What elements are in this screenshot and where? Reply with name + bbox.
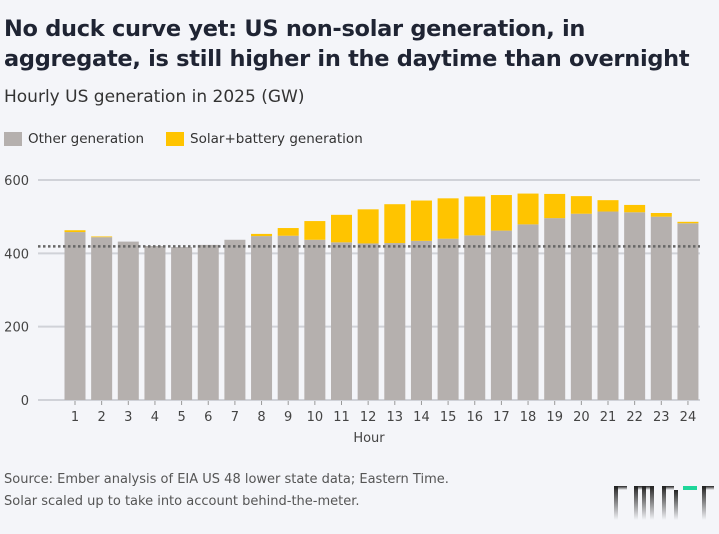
- bar-solar: [251, 233, 273, 237]
- bar-solar: [517, 193, 539, 225]
- bar-other: [224, 239, 246, 400]
- x-tick-label: 24: [680, 410, 697, 425]
- chart-subtitle: Hourly US generation in 2025 (GW): [4, 87, 305, 107]
- source-line-2: Solar scaled up to take into account beh…: [4, 494, 360, 509]
- legend-label-other: Other generation: [28, 131, 145, 147]
- chart-title: No duck curve yet: US non-solar generati…: [4, 16, 690, 72]
- source-line-1: Source: Ember analysis of EIA US 48 lowe…: [4, 472, 449, 487]
- x-axis-label: Hour: [353, 431, 385, 446]
- x-tick-label: 16: [466, 410, 483, 425]
- x-tick-label: 23: [653, 410, 670, 425]
- bar-solar: [490, 195, 512, 231]
- bar-other: [624, 212, 646, 400]
- bar-solar: [384, 204, 406, 244]
- source-note: Source: Ember analysis of EIA US 48 lowe…: [4, 469, 449, 513]
- bar-solar: [624, 204, 646, 213]
- bar-solar: [357, 209, 379, 244]
- bar-other: [277, 235, 299, 400]
- bar-other: [251, 236, 273, 400]
- x-tick-label: 9: [284, 410, 292, 425]
- bar-solar: [570, 196, 592, 214]
- x-tick-label: 13: [387, 410, 404, 425]
- bar-other: [490, 230, 512, 400]
- bar-other: [357, 243, 379, 400]
- x-tick-label: 8: [257, 410, 265, 425]
- x-tick-label: 11: [333, 410, 350, 425]
- bar-other: [437, 238, 459, 400]
- bar-other: [331, 242, 352, 400]
- bar-other: [410, 240, 432, 400]
- bar-solar: [597, 200, 619, 212]
- bar-other: [304, 239, 326, 400]
- bar-solar: [677, 221, 699, 224]
- bar-solar: [650, 213, 672, 217]
- bar-solar: [410, 200, 432, 241]
- bar-other: [197, 244, 219, 400]
- x-tick-label: 2: [98, 410, 106, 425]
- x-tick-label: 17: [493, 410, 510, 425]
- x-tick-label: 14: [413, 410, 430, 425]
- y-tick-label: 200: [4, 321, 29, 336]
- legend-item-other: Other generation: [4, 131, 144, 147]
- legend: Other generation Solar+battery generatio…: [4, 131, 363, 147]
- bar-solar: [304, 221, 326, 240]
- bar-solar: [91, 236, 113, 238]
- ember-logo: [614, 486, 714, 520]
- x-tick-label: 20: [573, 410, 590, 425]
- bar-solar: [277, 228, 299, 236]
- bar-other: [464, 235, 486, 400]
- bar-other: [597, 211, 619, 400]
- y-tick-label: 400: [4, 247, 29, 262]
- bar-other: [517, 224, 539, 400]
- x-tick-label: 10: [307, 410, 324, 425]
- x-tick-label: 4: [151, 410, 159, 425]
- bar-other: [171, 247, 193, 400]
- bar-other: [650, 216, 672, 400]
- legend-label-solar: Solar+battery generation: [190, 131, 363, 147]
- bar-other: [91, 237, 113, 400]
- x-tick-label: 22: [626, 410, 643, 425]
- y-tick-label: 600: [4, 174, 29, 189]
- x-tick-label: 6: [204, 410, 212, 425]
- bar-other: [144, 246, 166, 400]
- x-tick-label: 15: [440, 410, 457, 425]
- legend-swatch-other: [4, 132, 22, 146]
- bar-solar: [64, 230, 86, 233]
- x-tick-label: 12: [360, 410, 377, 425]
- bar-other: [117, 241, 139, 400]
- bar-solar: [544, 193, 566, 219]
- legend-swatch-solar: [166, 132, 185, 146]
- y-tick-label: 0: [21, 394, 29, 409]
- x-tick-label: 5: [177, 410, 185, 425]
- x-tick-label: 1: [71, 410, 79, 425]
- bar-other: [384, 243, 406, 400]
- bar-other: [544, 218, 566, 400]
- x-tick-label: 7: [231, 410, 239, 425]
- x-tick-label: 21: [600, 410, 617, 425]
- bar-other: [64, 232, 86, 400]
- x-tick-label: 18: [520, 410, 537, 425]
- bar-solar: [437, 198, 459, 239]
- bar-other: [677, 223, 699, 400]
- legend-item-solar: Solar+battery generation: [166, 131, 363, 147]
- x-tick-label: 3: [124, 410, 132, 425]
- bar-solar: [464, 196, 486, 236]
- bar-solar: [331, 214, 352, 243]
- x-tick-label: 19: [546, 410, 563, 425]
- bar-other: [570, 213, 592, 400]
